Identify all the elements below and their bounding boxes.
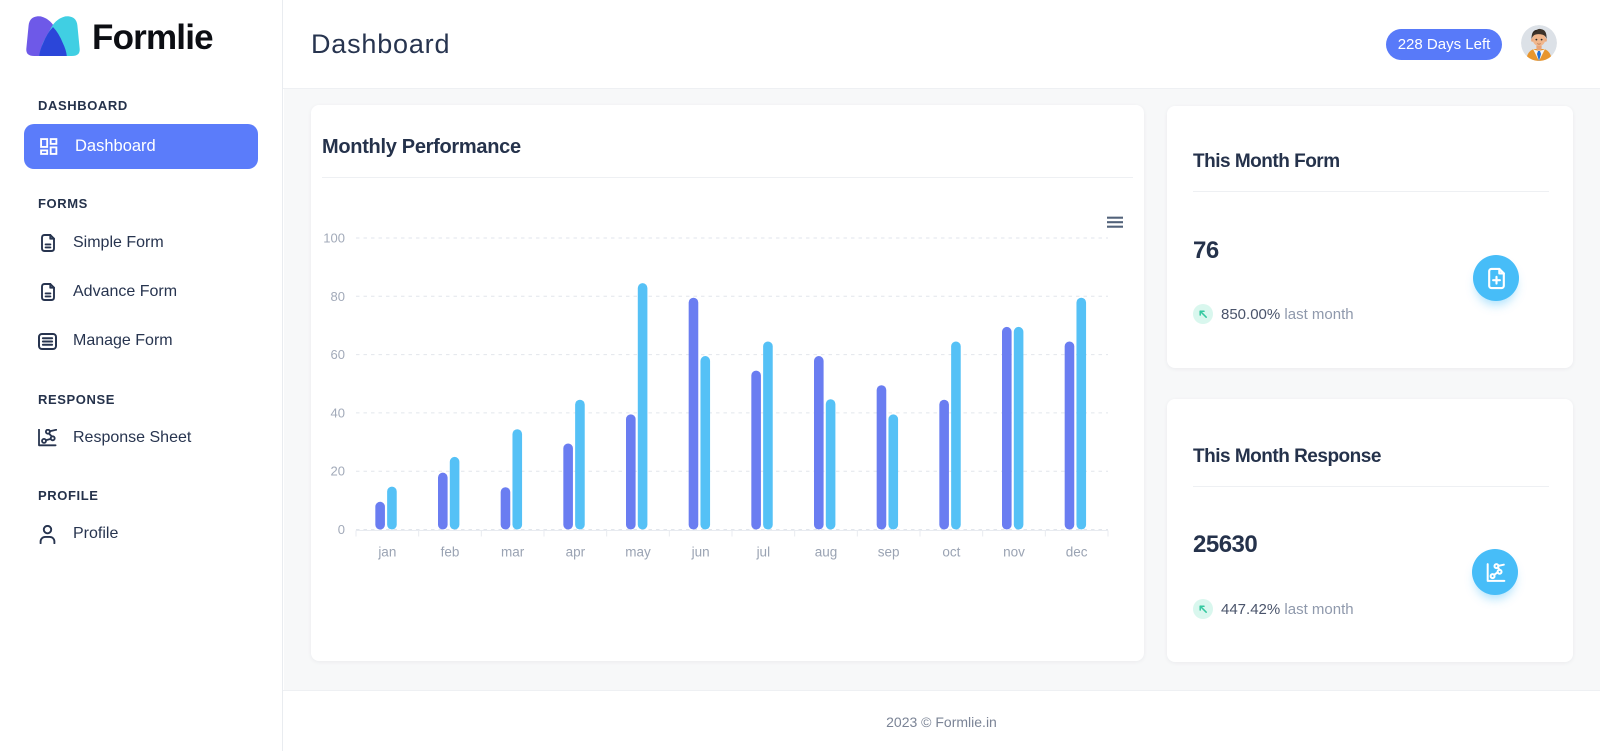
- svg-text:20: 20: [331, 464, 345, 479]
- svg-text:jun: jun: [691, 545, 710, 560]
- svg-text:feb: feb: [441, 545, 460, 560]
- svg-text:40: 40: [331, 405, 345, 420]
- svg-text:100: 100: [323, 231, 345, 246]
- svg-text:mar: mar: [501, 545, 525, 560]
- svg-text:nov: nov: [1003, 545, 1025, 560]
- svg-text:apr: apr: [566, 545, 586, 560]
- svg-text:aug: aug: [815, 545, 838, 560]
- svg-text:60: 60: [331, 347, 345, 362]
- svg-text:oct: oct: [942, 545, 960, 560]
- svg-text:jan: jan: [377, 545, 396, 560]
- svg-text:0: 0: [338, 522, 345, 537]
- svg-text:sep: sep: [878, 545, 900, 560]
- svg-text:may: may: [625, 545, 651, 560]
- svg-text:jul: jul: [756, 545, 771, 560]
- svg-text:dec: dec: [1066, 545, 1088, 560]
- svg-text:80: 80: [331, 289, 345, 304]
